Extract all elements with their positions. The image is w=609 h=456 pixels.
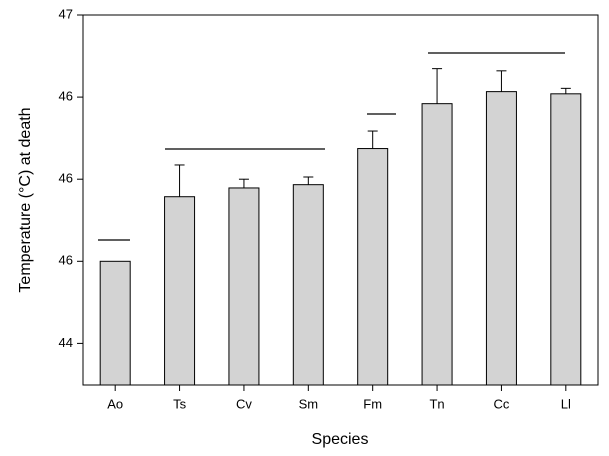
bar <box>485 91 517 386</box>
x-axis-title: Species <box>312 431 369 448</box>
y-tick-label: 44 <box>59 335 73 350</box>
bar <box>421 103 453 386</box>
x-tick-label: Cc <box>493 396 509 411</box>
y-tick-label: 47 <box>59 6 73 21</box>
bar <box>550 93 582 386</box>
x-tick-label: Sm <box>299 396 319 411</box>
x-tick-label: Ao <box>107 396 123 411</box>
y-tick-label: 46 <box>59 89 73 104</box>
bar <box>99 260 131 386</box>
y-axis-title: Temperature (°C) at death <box>17 107 34 292</box>
bar <box>357 148 389 386</box>
plot-frame <box>82 14 599 386</box>
bar <box>164 196 196 386</box>
x-tick-label: Ts <box>173 396 187 411</box>
y-tick-label: 46 <box>59 253 73 268</box>
x-tick-label: Fm <box>363 396 382 411</box>
y-tick-label: 46 <box>59 171 73 186</box>
significance-lines <box>98 52 565 241</box>
x-tick-label: Tn <box>429 396 444 411</box>
bar <box>292 184 324 386</box>
x-tick-label: Cv <box>236 396 252 411</box>
bar <box>228 187 260 386</box>
x-tick-label: Ll <box>561 396 571 411</box>
